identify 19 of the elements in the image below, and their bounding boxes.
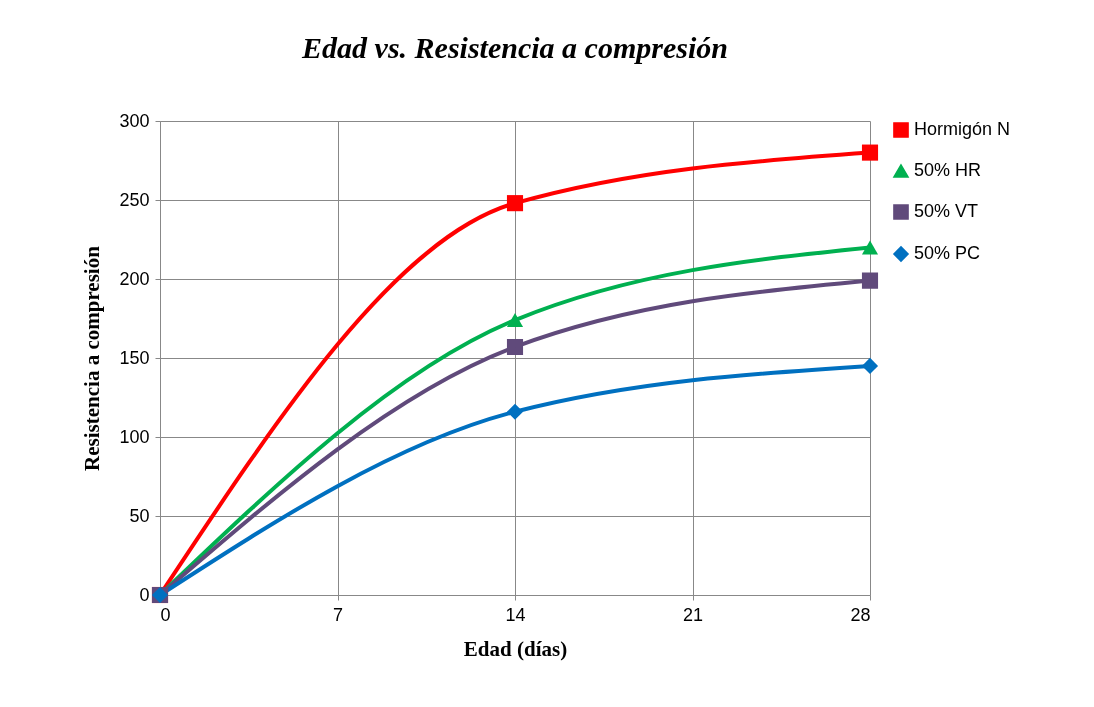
y-tick-label: 50 [129,505,150,526]
legend-label: 50% PC [914,243,981,263]
legend-label: Hormigón N [914,119,1011,139]
legend-label: 50% HR [914,160,982,180]
x-tick-label: 28 [850,604,871,625]
y-tick-label: 100 [119,426,150,447]
y-tick-label: 150 [119,347,150,368]
y-tick-label: 0 [139,584,150,605]
x-tick-label: 7 [332,604,344,625]
legend-label: 50% VT [914,201,979,221]
x-tick-label: 21 [682,604,704,625]
y-tick-label: 250 [119,189,150,210]
chart-title: Edad vs. Resistencia a compresión [301,31,728,64]
x-tick-label: 14 [505,604,526,625]
y-tick-label: 200 [119,268,150,289]
x-tick-label: 0 [160,604,171,625]
y-tick-label: 300 [119,110,150,131]
y-axis-title: Resistencia a compresión [80,245,105,471]
x-axis-title: Edad (días) [463,636,568,661]
